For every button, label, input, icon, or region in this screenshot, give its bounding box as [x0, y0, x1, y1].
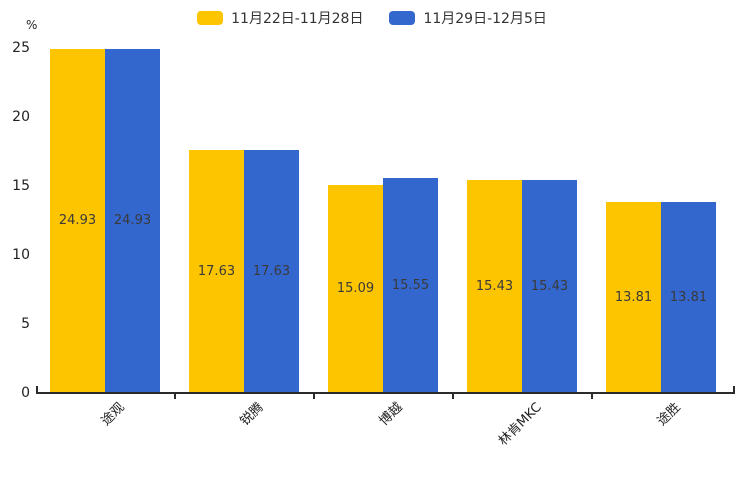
category-label-3: 博越 [376, 400, 406, 430]
legend-swatch-yellow-icon [197, 11, 224, 25]
x-axis-line [36, 392, 735, 394]
legend-item-week1[interactable]: 11月22日-11月28日 [197, 8, 363, 28]
bar-value-label: 13.81 [614, 290, 653, 306]
category-label-1: 途观 [98, 400, 128, 430]
x-axis-tick [312, 394, 315, 399]
bar-value-label: 15.43 [530, 279, 569, 295]
y-tick-label: 5 [21, 316, 30, 332]
category-label-4: 林肯MKC [495, 400, 545, 449]
x-axis-tick [173, 394, 176, 399]
bar-week2-4[interactable]: 15.43 [522, 180, 577, 393]
x-axis-end-cap [733, 386, 735, 392]
y-tick-label: 15 [12, 178, 30, 194]
legend: 11月22日-11月28日 11月29日-12月5日 [0, 8, 744, 28]
bar-week2-1[interactable]: 24.93 [105, 48, 160, 393]
bar-value-label: 15.55 [391, 278, 430, 294]
bar-week1-1[interactable]: 24.93 [50, 48, 105, 393]
y-tick-label: 10 [12, 247, 30, 263]
y-tick-label: 25 [12, 40, 30, 56]
category-label-2: 锐腾 [237, 400, 267, 430]
bar-value-label: 15.43 [475, 279, 514, 295]
bar-week2-2[interactable]: 17.63 [244, 149, 299, 393]
bar-value-label: 24.93 [113, 213, 152, 229]
bar-value-label: 17.63 [252, 263, 291, 279]
y-tick-label: 0 [21, 385, 30, 401]
legend-item-week2[interactable]: 11月29日-12月5日 [389, 8, 547, 28]
bar-week1-3[interactable]: 15.09 [328, 184, 383, 393]
bar-week1-5[interactable]: 13.81 [606, 202, 661, 393]
bar-value-label: 24.93 [58, 213, 97, 229]
y-axis-unit-label: % [26, 18, 38, 32]
bar-week2-5[interactable]: 13.81 [661, 202, 716, 393]
x-axis-end-cap [36, 386, 38, 392]
legend-label-week2: 11月29日-12月5日 [423, 11, 547, 27]
x-axis-tick [451, 394, 454, 399]
bar-week1-2[interactable]: 17.63 [189, 149, 244, 393]
bar-value-label: 15.09 [336, 281, 375, 297]
legend-label-week1: 11月22日-11月28日 [231, 11, 364, 27]
x-axis-tick [590, 394, 593, 399]
category-label-5: 途胜 [654, 400, 684, 430]
y-tick-label: 20 [12, 109, 30, 125]
legend-swatch-blue-icon [389, 11, 416, 25]
bar-week2-3[interactable]: 15.55 [383, 178, 438, 393]
bar-value-label: 17.63 [197, 263, 236, 279]
bar-value-label: 13.81 [669, 290, 708, 306]
bar-week1-4[interactable]: 15.43 [467, 180, 522, 393]
